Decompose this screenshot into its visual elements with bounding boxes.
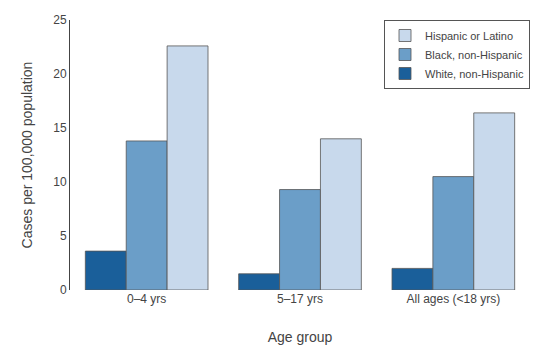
svg-text:20: 20 <box>53 67 67 81</box>
svg-text:5–17 yrs: 5–17 yrs <box>277 292 323 306</box>
svg-text:5: 5 <box>60 229 67 243</box>
svg-text:Age group: Age group <box>268 329 333 345</box>
svg-text:10: 10 <box>53 175 67 189</box>
svg-text:Hispanic or Latino: Hispanic or Latino <box>425 30 513 42</box>
svg-text:0: 0 <box>60 283 67 297</box>
svg-text:White, non-Hispanic: White, non-Hispanic <box>425 68 524 80</box>
svg-text:All ages (<18 yrs): All ages (<18 yrs) <box>406 292 500 306</box>
svg-text:0–4 yrs: 0–4 yrs <box>127 292 166 306</box>
svg-text:15: 15 <box>53 121 67 135</box>
svg-text:25: 25 <box>53 13 67 27</box>
svg-text:Black, non-Hispanic: Black, non-Hispanic <box>425 49 523 61</box>
svg-text:Cases per 100,000 population: Cases per 100,000 population <box>19 62 35 249</box>
